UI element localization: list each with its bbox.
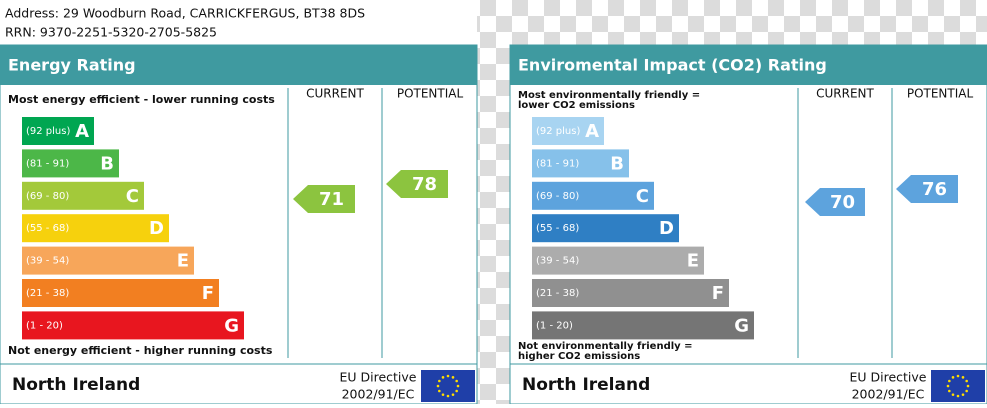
current-arrow bbox=[805, 188, 865, 216]
eu-star bbox=[961, 393, 965, 396]
rating-band bbox=[532, 279, 729, 307]
eu-star bbox=[438, 379, 441, 383]
band-range: (92 plus) bbox=[26, 126, 70, 137]
rating-band bbox=[532, 181, 654, 210]
band-range: (21 - 38) bbox=[536, 288, 579, 299]
eu-star bbox=[948, 389, 951, 393]
eu-star bbox=[948, 379, 951, 383]
potential-heading: POTENTIAL bbox=[397, 87, 464, 101]
eu-star bbox=[446, 374, 450, 378]
band-letter: C bbox=[126, 186, 139, 207]
band-letter: B bbox=[100, 153, 114, 174]
band-range: (69 - 80) bbox=[536, 191, 579, 202]
band-range: (1 - 20) bbox=[26, 320, 63, 331]
current-heading: CURRENT bbox=[306, 87, 364, 101]
potential-heading: POTENTIAL bbox=[907, 87, 974, 101]
rating-band bbox=[22, 117, 94, 145]
eu-star bbox=[961, 376, 965, 379]
band-letter: C bbox=[636, 186, 649, 207]
top-label: lower CO2 emissions bbox=[518, 100, 635, 111]
eu-star bbox=[456, 384, 460, 388]
band-range: (39 - 54) bbox=[26, 256, 69, 267]
bottom-label: higher CO2 emissions bbox=[518, 351, 640, 362]
eu-star bbox=[438, 389, 441, 393]
top-label: Most environmentally friendly = bbox=[518, 90, 700, 101]
region: North Ireland bbox=[522, 375, 650, 395]
band-letter: A bbox=[585, 121, 599, 142]
current-value: 70 bbox=[830, 192, 855, 213]
rrn: RRN: 9370-2251-5320-2705-5825 bbox=[5, 25, 217, 40]
band-range: (81 - 91) bbox=[26, 158, 69, 169]
eu-star bbox=[441, 376, 445, 379]
eu-star bbox=[951, 393, 955, 396]
band-letter: F bbox=[712, 283, 724, 304]
address: Address: 29 Woodburn Road, CARRICKFERGUS… bbox=[5, 6, 365, 21]
bottom-label: Not environmentally friendly = bbox=[518, 341, 693, 352]
top-label: Most energy efficient - lower running co… bbox=[8, 93, 275, 106]
eu-star bbox=[956, 374, 960, 378]
band-range: (81 - 91) bbox=[536, 158, 579, 169]
eu-star bbox=[446, 394, 450, 398]
directive: 2002/91/EC bbox=[852, 387, 925, 402]
eu-star bbox=[956, 394, 960, 398]
current-value: 71 bbox=[319, 189, 344, 210]
band-letter: E bbox=[687, 251, 699, 272]
rating-band bbox=[22, 279, 219, 307]
panel-title: Energy Rating bbox=[8, 56, 136, 75]
band-letter: A bbox=[75, 121, 89, 142]
potential-arrow bbox=[896, 175, 958, 203]
eu-star bbox=[451, 393, 455, 396]
band-range: (1 - 20) bbox=[536, 320, 573, 331]
eu-star bbox=[966, 384, 970, 388]
bottom-label: Not energy efficient - higher running co… bbox=[8, 344, 273, 357]
region: North Ireland bbox=[12, 375, 140, 395]
band-range: (92 plus) bbox=[536, 126, 580, 137]
band-letter: D bbox=[659, 218, 674, 239]
eu-star bbox=[951, 376, 955, 379]
rating-band bbox=[22, 149, 119, 178]
eu-star bbox=[946, 384, 950, 388]
current-arrow bbox=[293, 185, 355, 213]
eu-star bbox=[441, 393, 445, 396]
band-letter: B bbox=[610, 153, 624, 174]
title-bar bbox=[510, 45, 987, 85]
rating-band bbox=[532, 311, 754, 340]
directive: EU Directive bbox=[849, 370, 926, 385]
band-letter: G bbox=[224, 315, 239, 336]
rating-band bbox=[532, 214, 679, 243]
rating-band bbox=[532, 117, 604, 145]
potential-value: 78 bbox=[412, 174, 437, 195]
eu-star bbox=[436, 384, 440, 388]
band-range: (21 - 38) bbox=[26, 288, 69, 299]
band-range: (69 - 80) bbox=[26, 191, 69, 202]
eu-star bbox=[455, 389, 458, 393]
rating-band bbox=[22, 214, 169, 243]
header-box bbox=[0, 0, 477, 45]
directive: EU Directive bbox=[339, 370, 416, 385]
band-range: (39 - 54) bbox=[536, 256, 579, 267]
rating-band bbox=[22, 181, 144, 210]
eu-star bbox=[455, 379, 458, 383]
current-heading: CURRENT bbox=[816, 87, 874, 101]
potential-arrow bbox=[386, 170, 448, 198]
band-range: (55 - 68) bbox=[536, 223, 579, 234]
rating-band bbox=[532, 246, 704, 275]
band-letter: D bbox=[149, 218, 164, 239]
band-letter: G bbox=[734, 315, 749, 336]
band-letter: E bbox=[177, 251, 189, 272]
rating-band bbox=[22, 311, 244, 340]
eu-star bbox=[965, 379, 968, 383]
eu-star bbox=[451, 376, 455, 379]
potential-value: 76 bbox=[922, 179, 947, 200]
rating-band bbox=[22, 246, 194, 275]
panel-title: Enviromental Impact (CO2) Rating bbox=[518, 56, 827, 75]
rating-band bbox=[532, 149, 629, 178]
band-range: (55 - 68) bbox=[26, 223, 69, 234]
eu-star bbox=[965, 389, 968, 393]
title-bar bbox=[0, 45, 477, 85]
directive: 2002/91/EC bbox=[342, 387, 415, 402]
band-letter: F bbox=[202, 283, 214, 304]
